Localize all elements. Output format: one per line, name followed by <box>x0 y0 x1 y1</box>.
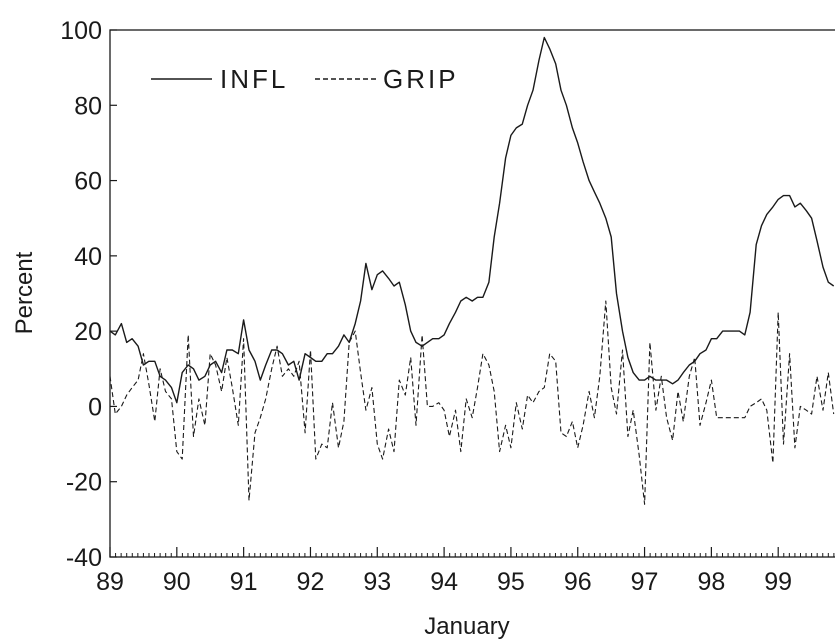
legend: INFL GRIP <box>151 64 459 94</box>
x-tick-label: 89 <box>96 568 124 596</box>
legend-label-infl: INFL <box>220 64 288 94</box>
x-tick-label: 96 <box>564 568 592 596</box>
y-tick-label: 20 <box>74 318 102 346</box>
x-tick-label: 90 <box>163 568 191 596</box>
x-axis-title: January <box>424 613 509 640</box>
series-line-grip <box>109 300 835 505</box>
y-axis-title: Percent <box>11 251 38 334</box>
y-tick-label: 100 <box>60 17 102 45</box>
plot-area-border <box>109 29 835 558</box>
series-layer <box>109 36 835 505</box>
legend-label-grip: GRIP <box>383 64 459 94</box>
y-tick-label: -20 <box>66 469 102 497</box>
y-tick-label: 80 <box>74 92 102 120</box>
x-tick-label: 92 <box>297 568 325 596</box>
y-tick-label: 0 <box>88 393 102 421</box>
y-tick-label: 40 <box>74 243 102 271</box>
x-tick-label: 98 <box>697 568 725 596</box>
x-tick-label: 91 <box>230 568 258 596</box>
y-axis-ticks: -40 -20 0 20 40 60 80 100 <box>60 17 117 572</box>
x-tick-label: 95 <box>497 568 525 596</box>
x-tick-label: 93 <box>363 568 391 596</box>
x-tick-label: 94 <box>430 568 458 596</box>
y-tick-label: -40 <box>66 544 102 572</box>
x-tick-label: 97 <box>631 568 659 596</box>
x-axis-ticks: 89 90 91 92 93 94 95 96 97 98 99 <box>96 547 835 596</box>
y-tick-label: 60 <box>74 168 102 196</box>
x-tick-label: 99 <box>764 568 792 596</box>
series-line-infl <box>109 36 835 404</box>
plot-frame <box>109 29 835 558</box>
